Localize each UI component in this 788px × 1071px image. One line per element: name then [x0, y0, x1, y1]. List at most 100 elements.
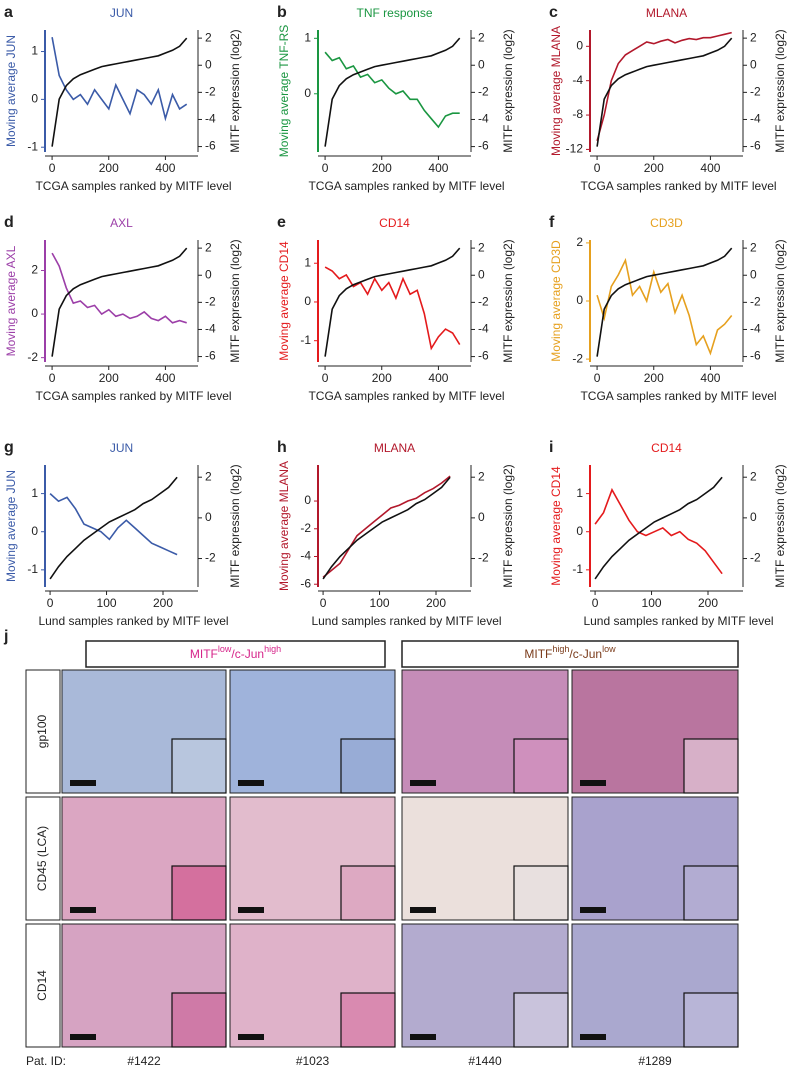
- series-line: [596, 257, 733, 356]
- series-line: [322, 476, 451, 580]
- scale-bar: [410, 1034, 436, 1040]
- x-tick-label: 200: [426, 596, 446, 610]
- y2-tick-label: -6: [205, 139, 216, 153]
- x-tick-label: 400: [428, 161, 448, 175]
- y-tick-label: 0: [576, 524, 583, 538]
- inset: [513, 738, 569, 794]
- inset: [340, 738, 396, 794]
- y2-axis-label: MITF expression (log2): [501, 239, 515, 362]
- y2-tick-label: 0: [750, 267, 757, 281]
- scale-bar: [238, 1034, 264, 1040]
- row-label-box: [25, 669, 61, 794]
- x-tick-label: 0: [320, 596, 327, 610]
- scale-bar: [580, 780, 606, 786]
- y2-tick-label: -2: [750, 85, 761, 99]
- scale-bar: [410, 780, 436, 786]
- panel-letter: d: [4, 214, 14, 231]
- inset: [171, 738, 227, 794]
- series-line: [596, 31, 732, 142]
- y-tick-label: 1: [31, 486, 38, 500]
- y2-tick-label: -4: [478, 322, 489, 336]
- scale-bar: [238, 780, 264, 786]
- x-axis-label: Lund samples ranked by MITF level: [38, 614, 228, 628]
- scale-bar: [410, 907, 436, 913]
- group-box: [401, 640, 739, 668]
- x-axis-label: TCGA samples ranked by MITF level: [308, 389, 504, 403]
- y2-tick-label: -4: [205, 112, 216, 126]
- y2-tick-label: 2: [478, 469, 485, 483]
- y2-tick-label: -2: [478, 85, 489, 99]
- y-tick-label: -1: [27, 139, 38, 153]
- id-label: Pat. ID:: [26, 1054, 66, 1068]
- chart-title: MLANA: [646, 6, 687, 20]
- y-tick-label: -2: [572, 351, 583, 365]
- y2-tick-label: 2: [205, 469, 212, 483]
- y2-tick-label: -6: [750, 139, 761, 153]
- x-tick-label: 0: [322, 371, 329, 385]
- header-part: /c-Jun: [569, 647, 602, 661]
- inset: [513, 865, 569, 921]
- x-axis-label: TCGA samples ranked by MITF level: [35, 389, 231, 403]
- inset: [683, 992, 739, 1048]
- y2-tick-label: 2: [750, 30, 757, 44]
- panel-letter: a: [4, 4, 13, 21]
- y2-tick-label: -6: [478, 139, 489, 153]
- x-tick-label: 200: [153, 596, 173, 610]
- series-line: [594, 487, 723, 575]
- inset: [683, 865, 739, 921]
- series-line: [324, 266, 461, 351]
- row-label: CD14: [35, 970, 49, 1001]
- header-part: /c-Jun: [231, 647, 264, 661]
- y2-tick-label: -6: [750, 349, 761, 363]
- y-tick-label: 0: [304, 493, 311, 507]
- y2-tick-label: -4: [205, 322, 216, 336]
- y2-tick-label: 0: [205, 267, 212, 281]
- x-tick-label: 400: [700, 161, 720, 175]
- header-part: low: [602, 644, 616, 654]
- scale-bar: [70, 1034, 96, 1040]
- chart-title: JUN: [110, 6, 133, 20]
- y-tick-label: 0: [304, 86, 311, 100]
- inset: [340, 865, 396, 921]
- patient-id: #1023: [296, 1054, 330, 1068]
- x-tick-label: 200: [644, 371, 664, 385]
- x-tick-label: 100: [642, 596, 662, 610]
- y-tick-label: -6: [300, 576, 311, 590]
- x-tick-label: 200: [644, 161, 664, 175]
- chart-title: CD14: [379, 216, 410, 230]
- y2-tick-label: -2: [205, 295, 216, 309]
- chart-title: CD3D: [650, 216, 683, 230]
- series-line: [594, 476, 723, 580]
- x-tick-label: 100: [370, 596, 390, 610]
- x-tick-label: 200: [372, 371, 392, 385]
- scale-bar: [70, 907, 96, 913]
- y2-axis-label: MITF expression (log2): [228, 239, 242, 362]
- y-tick-label: -1: [572, 562, 583, 576]
- y-tick-label: 1: [304, 30, 311, 44]
- x-axis-label: TCGA samples ranked by MITF level: [308, 179, 504, 193]
- y2-axis-label: MITF expression (log2): [501, 464, 515, 587]
- y2-tick-label: 0: [478, 267, 485, 281]
- series-line: [51, 252, 187, 324]
- header-part: MITF: [524, 647, 552, 661]
- panel-letter: b: [277, 4, 287, 21]
- x-tick-label: 0: [322, 161, 329, 175]
- x-tick-label: 0: [594, 371, 601, 385]
- row-label-box: [25, 796, 61, 921]
- x-tick-label: 200: [99, 371, 119, 385]
- series-line: [51, 37, 188, 147]
- series-line: [49, 493, 178, 556]
- x-tick-label: 400: [155, 371, 175, 385]
- y2-tick-label: 2: [750, 469, 757, 483]
- scale-bar: [70, 780, 96, 786]
- y2-axis-label: MITF expression (log2): [501, 29, 515, 152]
- y2-tick-label: -4: [750, 112, 761, 126]
- y-tick-label: 2: [31, 263, 38, 277]
- row-label: CD45 (LCA): [35, 826, 49, 891]
- y2-tick-label: 2: [205, 30, 212, 44]
- y-axis-label: Moving average MLANA: [277, 461, 291, 591]
- panel-letter: i: [549, 439, 553, 456]
- panel-letter: f: [549, 214, 555, 231]
- y2-axis-label: MITF expression (log2): [773, 464, 787, 587]
